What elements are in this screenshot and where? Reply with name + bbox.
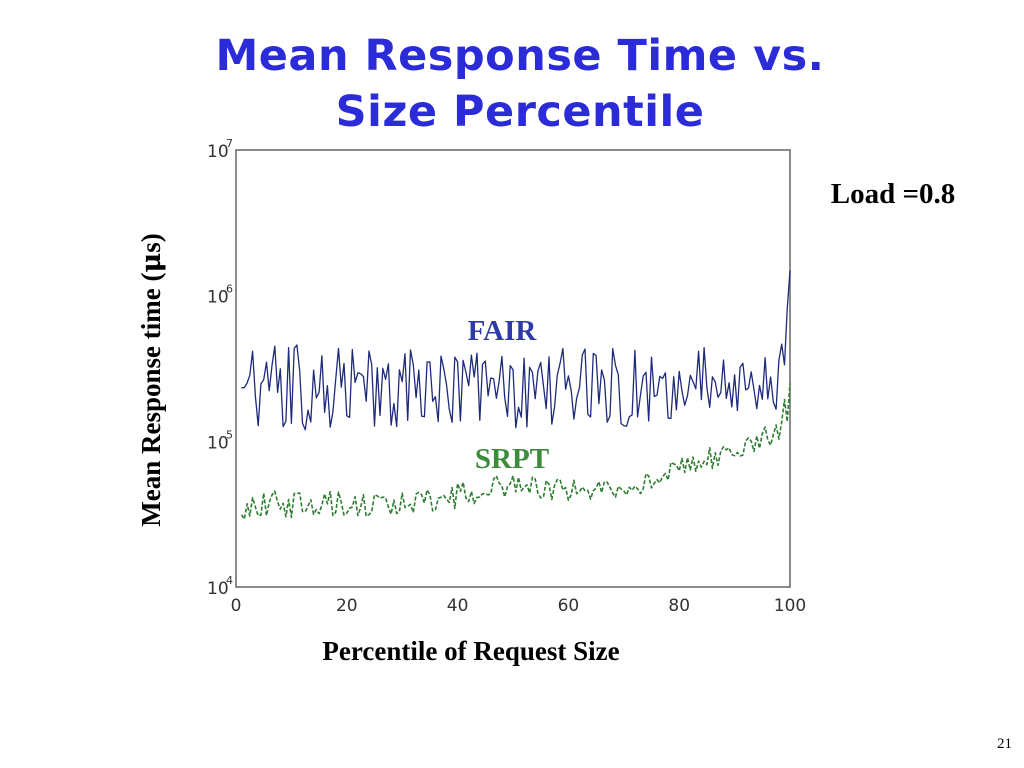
page-number: 21 xyxy=(997,736,1012,752)
y-tick-exponent: 6 xyxy=(226,283,233,296)
y-axis-title-mu: μ xyxy=(136,253,167,273)
x-tick-label: 100 xyxy=(774,596,806,616)
load-annotation: Load =0.8 xyxy=(831,178,956,210)
y-tick-label: 10 xyxy=(207,288,229,308)
x-tick-label: 0 xyxy=(231,596,242,616)
y-axis-title-suffix: s) xyxy=(136,233,166,253)
series-label-fair: FAIR xyxy=(468,315,538,347)
y-axis-title: Mean Response time (μs) xyxy=(136,233,167,526)
x-tick-label: 60 xyxy=(558,596,580,616)
plot-frame xyxy=(235,149,791,588)
slide-title-line1: Mean Response Time vs. xyxy=(215,31,825,81)
y-tick-label: 10 xyxy=(207,579,229,599)
slide-title: Mean Response Time vs. Size Percentile xyxy=(130,28,910,140)
x-tick-labels: 0 20 40 60 80 100 xyxy=(231,596,807,616)
series-line-fair xyxy=(241,270,791,431)
y-tick-exponent: 5 xyxy=(226,428,233,441)
y-tick-exponent: 7 xyxy=(226,137,233,150)
y-tick-exponent: 4 xyxy=(226,574,233,587)
x-tick-label: 80 xyxy=(668,596,690,616)
x-tick-label: 20 xyxy=(336,596,358,616)
y-axis-title-prefix: Mean Response time ( xyxy=(136,273,166,527)
y-tick-label: 10 xyxy=(207,142,229,162)
series-layer xyxy=(240,270,791,520)
series-label-srpt: SRPT xyxy=(475,443,549,475)
y-tick-label: 10 xyxy=(207,433,229,453)
series-line-srpt xyxy=(240,383,791,520)
slide-title-line2: Size Percentile xyxy=(335,87,705,137)
x-tick-label: 40 xyxy=(447,596,469,616)
x-axis-title: Percentile of Request Size xyxy=(322,636,619,666)
